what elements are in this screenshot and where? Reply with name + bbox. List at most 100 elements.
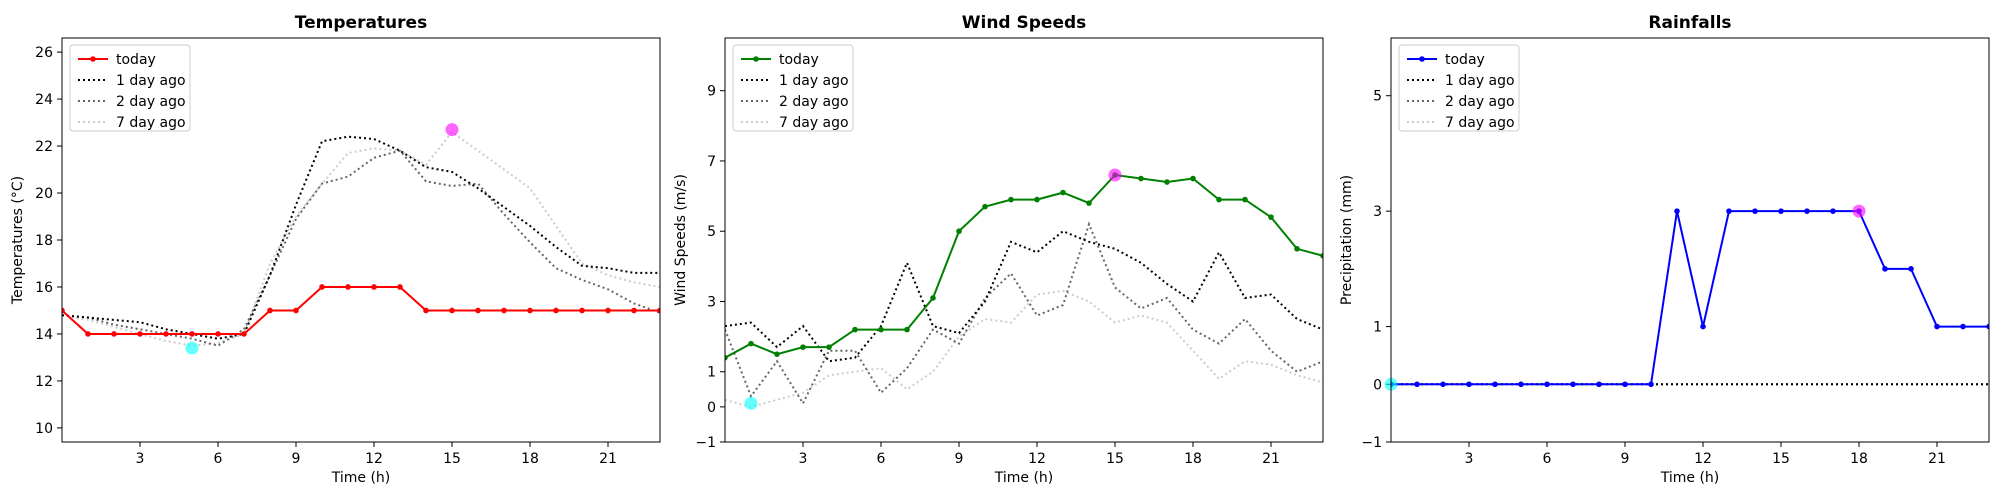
x-tick-label: 3	[1465, 451, 1474, 467]
series-line-7-day-ago	[725, 289, 1323, 408]
data-point	[62, 307, 65, 314]
legend-entry: 7 day ago	[779, 115, 849, 131]
data-point	[800, 344, 806, 350]
data-point	[163, 331, 169, 337]
legend-entry: today	[779, 52, 819, 68]
plot-area	[725, 172, 1323, 408]
y-tick-label: 24	[35, 92, 53, 108]
legend-entry: 1 day ago	[1445, 73, 1515, 89]
data-point	[1544, 381, 1550, 388]
x-tick-label: 21	[1262, 451, 1280, 467]
data-point	[293, 307, 299, 314]
data-point	[215, 331, 221, 337]
highlight-min-marker	[185, 341, 199, 355]
data-point	[748, 340, 754, 347]
x-tick-label: 21	[599, 451, 617, 467]
data-point	[189, 331, 195, 337]
data-point	[1294, 245, 1300, 252]
y-tick-label: 16	[35, 280, 53, 296]
y-tick-label: 9	[707, 84, 716, 100]
x-tick-label: 6	[1543, 451, 1552, 467]
data-point	[1934, 323, 1940, 330]
x-axis-label: Time (h)	[1660, 470, 1720, 486]
highlight-max-marker	[1108, 168, 1122, 182]
data-point	[1440, 381, 1446, 388]
data-point	[657, 307, 660, 314]
data-point	[1752, 208, 1758, 214]
y-tick-label: 10	[35, 421, 53, 437]
data-point	[1726, 208, 1732, 214]
series-line-1-day-ago	[62, 135, 660, 340]
x-tick-label: 12	[365, 451, 383, 467]
chart-title: Wind Speeds	[962, 13, 1087, 33]
data-point	[1986, 323, 1989, 330]
data-point	[527, 307, 533, 314]
data-point	[1008, 196, 1014, 203]
legend-marker	[753, 56, 759, 62]
x-tick-label: 6	[877, 451, 886, 467]
x-tick-label: 18	[521, 451, 539, 467]
data-point	[982, 203, 988, 210]
data-point	[397, 284, 403, 290]
data-point	[85, 331, 91, 337]
data-point	[1268, 214, 1274, 220]
legend-entry: 7 day ago	[1445, 115, 1515, 131]
y-axis-label: Temperatures (°C)	[10, 176, 26, 305]
data-point	[1908, 266, 1914, 272]
legend-entry: today	[116, 52, 156, 68]
y-tick-label: 26	[35, 45, 53, 61]
legend-box	[1398, 44, 1520, 132]
data-point	[423, 307, 429, 314]
x-axis-label: Time (h)	[331, 470, 391, 486]
data-point	[1086, 200, 1092, 206]
data-point	[475, 307, 481, 314]
legend: today 1 day ago 2 day ago 7 day ago	[1398, 44, 1520, 132]
legend-entry: 2 day ago	[779, 94, 849, 110]
data-point	[1570, 381, 1576, 388]
y-tick-label: 18	[35, 233, 53, 249]
chart-panel-1: Temperatures 3 6 9 12 15 18 21 10 12 14 16 18 20 22 24 2…	[10, 13, 661, 486]
data-point	[852, 326, 858, 333]
data-point	[579, 307, 585, 314]
legend-entry: 7 day ago	[116, 115, 186, 131]
y-axis-label: Precipitation (mm)	[1339, 175, 1355, 305]
legend-entry: 1 day ago	[779, 73, 849, 89]
data-point	[1674, 208, 1680, 214]
axes-frame	[1390, 37, 1990, 443]
data-point	[111, 331, 117, 337]
data-point	[605, 307, 611, 314]
data-point	[1622, 381, 1628, 388]
data-point	[774, 351, 780, 357]
data-point	[501, 307, 507, 314]
data-point	[1492, 381, 1498, 388]
y-axis-label: Wind Speeds (m/s)	[673, 174, 689, 306]
chart-panel-3: Rainfalls 3 6 9 12 15 18 21 −1 0 1 3 5 Time (h) Precip…	[1339, 13, 1990, 486]
x-tick-label: 18	[1850, 451, 1868, 467]
data-point	[1830, 208, 1836, 214]
axes-frame	[61, 37, 661, 443]
y-tick-label: 22	[35, 139, 53, 155]
data-point	[631, 307, 637, 314]
data-point	[553, 307, 559, 314]
chart-title: Temperatures	[295, 13, 427, 33]
x-tick-label: 3	[799, 451, 808, 467]
legend-entry: today	[1445, 52, 1485, 68]
y-tick-label: 3	[1373, 204, 1382, 220]
data-point	[1060, 189, 1066, 196]
legend: today 1 day ago 2 day ago 7 day ago	[69, 44, 191, 132]
x-tick-label: 21	[1928, 451, 1946, 467]
series-line-today	[725, 173, 1323, 359]
legend-marker	[90, 56, 96, 62]
data-point	[1242, 196, 1248, 203]
data-point	[878, 326, 884, 333]
x-tick-label: 9	[292, 451, 301, 467]
data-point	[371, 284, 377, 290]
chart-panel-2: Wind Speeds 3 6 9 12 15 18 21 −1 0 1 3 5 7 9 Time (h) Wi…	[673, 13, 1324, 486]
x-tick-label: 12	[1028, 451, 1046, 467]
data-point	[1466, 381, 1472, 388]
data-point	[1320, 253, 1323, 259]
x-tick-label: 9	[955, 451, 964, 467]
data-point	[1648, 381, 1654, 388]
chart-title: Rainfalls	[1648, 13, 1731, 33]
data-point	[904, 326, 910, 333]
